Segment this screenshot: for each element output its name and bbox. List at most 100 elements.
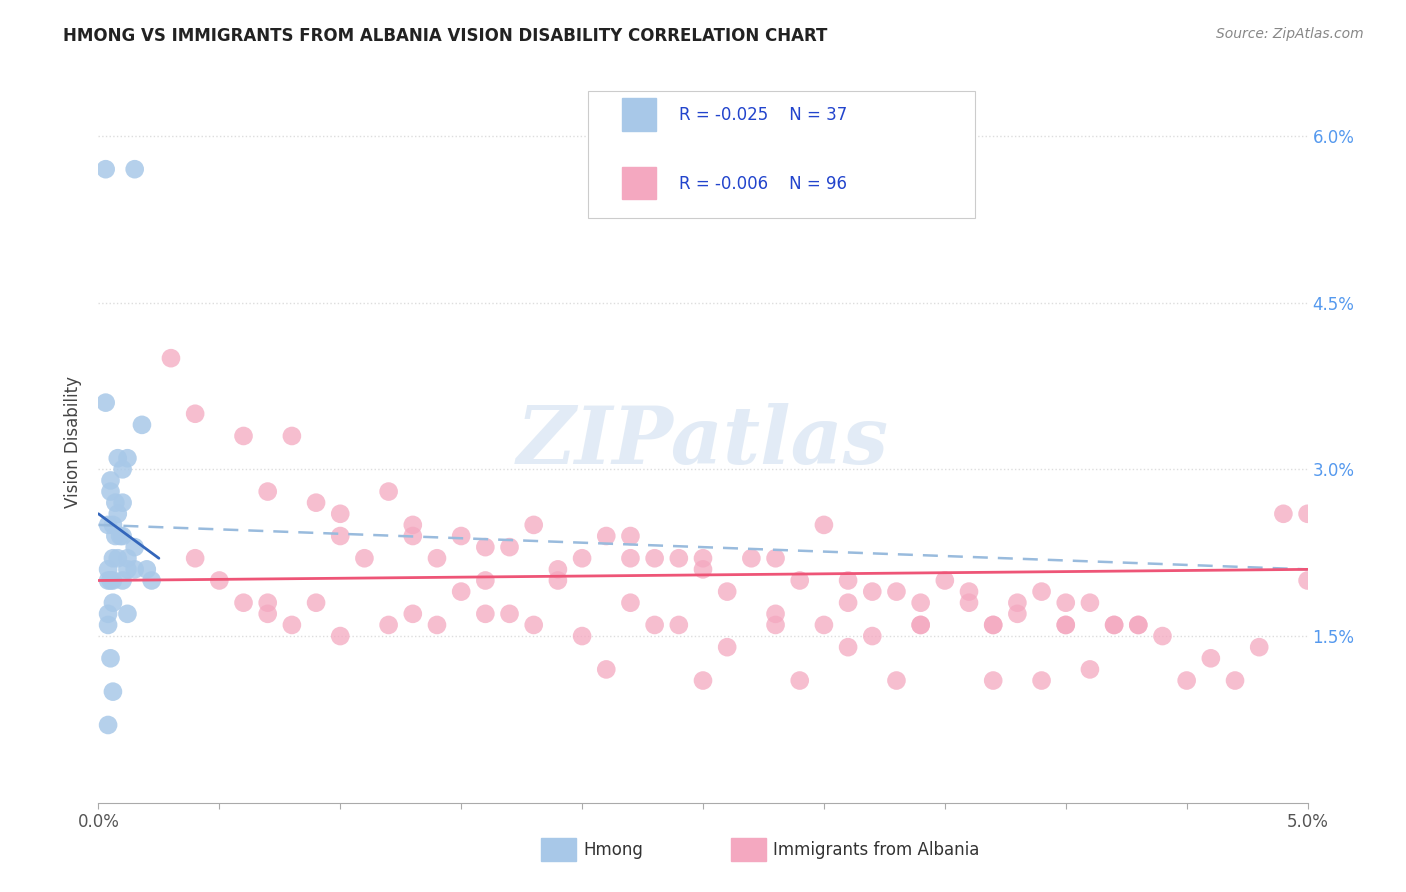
Point — [619, 596, 641, 610]
Point — [124, 562, 146, 576]
Text: Immigrants from Albania: Immigrants from Albania — [773, 840, 980, 859]
Point — [813, 618, 835, 632]
Point — [813, 517, 835, 532]
Point — [117, 562, 139, 576]
Point — [1054, 596, 1077, 610]
Point — [837, 596, 859, 610]
Point — [957, 584, 980, 599]
Point — [107, 551, 129, 566]
Point — [426, 618, 449, 632]
Point — [571, 551, 593, 566]
Point — [281, 618, 304, 632]
Point — [716, 640, 738, 655]
Point — [329, 529, 352, 543]
Point — [97, 574, 120, 588]
Point — [860, 629, 883, 643]
Point — [256, 596, 278, 610]
Point — [94, 395, 117, 409]
Point — [837, 640, 859, 655]
Point — [100, 474, 122, 488]
Point — [740, 551, 762, 566]
Point — [1152, 629, 1174, 643]
Point — [765, 551, 787, 566]
Point — [104, 529, 127, 543]
Point — [692, 551, 714, 566]
Point — [523, 618, 546, 632]
Point — [329, 629, 352, 643]
Bar — [731, 838, 766, 861]
Point — [101, 596, 124, 610]
Point — [100, 651, 122, 665]
Point — [789, 673, 811, 688]
Point — [523, 517, 546, 532]
Point — [547, 562, 569, 576]
Point — [100, 574, 122, 588]
Point — [305, 596, 328, 610]
Point — [124, 162, 146, 177]
Point — [668, 551, 690, 566]
Point — [402, 517, 425, 532]
Point — [1102, 618, 1125, 632]
Point — [124, 540, 146, 554]
Point — [668, 618, 690, 632]
Point — [402, 607, 425, 621]
Point — [934, 574, 956, 588]
Point — [1296, 507, 1319, 521]
Point — [860, 584, 883, 599]
Point — [837, 574, 859, 588]
Point — [107, 451, 129, 466]
Point — [1054, 618, 1077, 632]
Point — [184, 551, 207, 566]
Point — [281, 429, 304, 443]
Point — [619, 551, 641, 566]
Point — [716, 584, 738, 599]
Point — [101, 551, 124, 566]
Point — [1249, 640, 1271, 655]
Y-axis label: Vision Disability: Vision Disability — [65, 376, 83, 508]
Point — [571, 629, 593, 643]
Point — [595, 662, 617, 676]
Point — [1007, 596, 1029, 610]
Point — [1296, 574, 1319, 588]
Point — [111, 574, 134, 588]
Point — [108, 529, 131, 543]
Point — [426, 551, 449, 566]
Point — [117, 451, 139, 466]
Point — [100, 484, 122, 499]
Point — [111, 529, 134, 543]
Point — [450, 529, 472, 543]
Point — [765, 607, 787, 621]
Point — [256, 484, 278, 499]
Point — [981, 618, 1004, 632]
Bar — [621, 98, 655, 131]
Point — [957, 596, 980, 610]
Point — [1175, 673, 1198, 688]
Point — [107, 507, 129, 521]
Point — [1031, 673, 1053, 688]
Point — [131, 417, 153, 432]
Point — [377, 484, 399, 499]
Point — [474, 540, 496, 554]
Text: Hmong: Hmong — [583, 840, 644, 859]
Point — [353, 551, 375, 566]
Bar — [541, 838, 576, 861]
Point — [1078, 662, 1101, 676]
Point — [1223, 673, 1246, 688]
Point — [619, 529, 641, 543]
Point — [329, 507, 352, 521]
Point — [111, 496, 134, 510]
Point — [256, 607, 278, 621]
Text: ZIPatlas: ZIPatlas — [517, 403, 889, 480]
Point — [474, 607, 496, 621]
Point — [101, 574, 124, 588]
Point — [117, 551, 139, 566]
Text: R = -0.006    N = 96: R = -0.006 N = 96 — [679, 175, 846, 193]
Point — [981, 673, 1004, 688]
Point — [141, 574, 163, 588]
Point — [789, 574, 811, 588]
Point — [1031, 584, 1053, 599]
Point — [1007, 607, 1029, 621]
Point — [117, 607, 139, 621]
Point — [184, 407, 207, 421]
Text: R = -0.025    N = 37: R = -0.025 N = 37 — [679, 106, 846, 124]
